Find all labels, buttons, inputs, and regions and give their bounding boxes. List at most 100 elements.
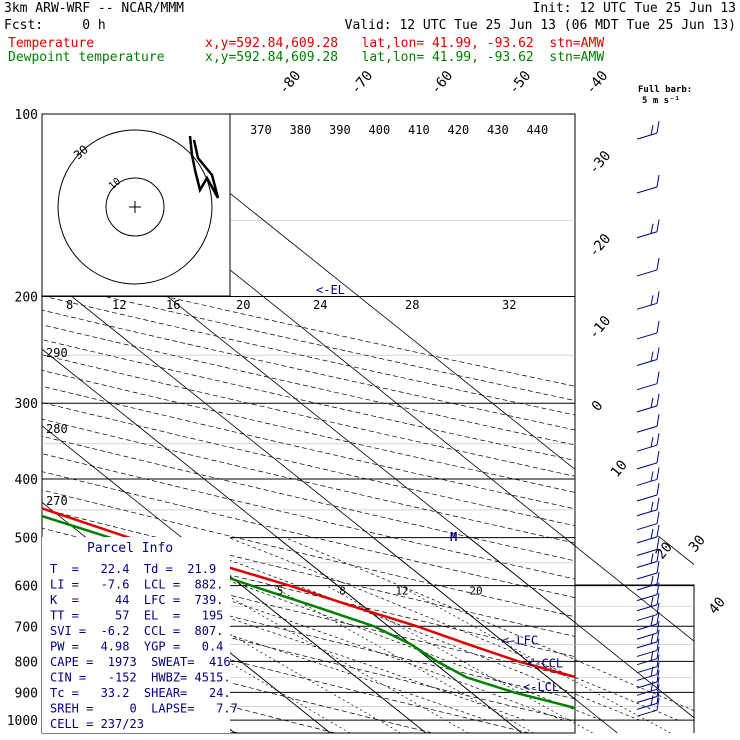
hodograph-speed-label-20: 20 xyxy=(236,298,250,312)
isotherm-50 xyxy=(130,114,575,470)
parcel-info-background xyxy=(42,537,230,733)
isotherm-label--40: -40 xyxy=(583,68,612,98)
wind-barb-half xyxy=(650,295,654,306)
isotherm-ext-30 xyxy=(466,536,694,719)
isotherm-label--60: -60 xyxy=(428,68,457,98)
parcel-info-row: PW = 4.98 YGP = 0.4 xyxy=(50,640,223,654)
hodograph-ring-inner xyxy=(105,177,165,237)
forecast-hour: Fcst: 0 h xyxy=(4,18,106,33)
isotherm-ext--40 xyxy=(42,731,44,733)
wind-barb-835 xyxy=(636,654,660,674)
wind-barb-staff xyxy=(636,649,658,657)
wind-barb-staff xyxy=(636,462,658,470)
wind-barb-585 xyxy=(636,560,660,580)
isotherm-0 xyxy=(42,425,427,733)
mixing-ratio-line-5 xyxy=(209,585,469,733)
wind-barb-735 xyxy=(636,621,660,640)
isotherm-ext-40 xyxy=(561,536,694,642)
wind-barb-staff xyxy=(636,302,658,310)
wind-barb-flag xyxy=(656,414,660,427)
parcel-info-row: SVI = -6.2 CCL = 807. xyxy=(50,624,223,638)
wind-barb-staff xyxy=(636,269,658,277)
wind-barb-staff xyxy=(636,604,658,612)
wind-barb-staff xyxy=(636,405,658,413)
barb-units: 5 m s⁻¹ xyxy=(642,96,680,106)
wind-barb-560 xyxy=(636,549,660,568)
wind-barb-half xyxy=(650,397,654,408)
wind-barb-flag xyxy=(656,654,660,667)
wind-barb-half xyxy=(650,528,654,539)
wind-barb-half xyxy=(650,501,654,512)
wind-barb-flag xyxy=(656,433,660,446)
wind-barb-flag xyxy=(656,371,660,384)
wind-barb-785 xyxy=(636,638,660,657)
dry-adiabat-480 xyxy=(42,267,575,387)
wind-barb-360 xyxy=(636,433,660,452)
mixing-ratio-label-8: 8 xyxy=(339,584,346,597)
mixing-ratio-label-20: 20 xyxy=(469,584,482,597)
wind-barb-half xyxy=(650,437,654,448)
wind-barb-885 xyxy=(636,669,660,689)
wind-barb-staff xyxy=(636,632,658,640)
wind-barb-staff xyxy=(636,332,658,340)
wind-barb-110 xyxy=(636,121,660,140)
wind-barb-flag xyxy=(656,174,660,188)
wind-barb-flag xyxy=(656,560,660,574)
dry-adiabat-350 xyxy=(42,471,575,599)
wind-barb-185 xyxy=(636,257,660,277)
wind-barb-260 xyxy=(636,347,660,367)
wind-barb-flag xyxy=(656,698,660,711)
pressure-label-300: 300 xyxy=(15,397,38,412)
wind-barb-staff xyxy=(636,702,658,710)
wind-barb-staff xyxy=(636,478,658,486)
isotherm-20 xyxy=(42,272,575,700)
wind-barb-flag xyxy=(656,482,660,496)
dry-adiabat-290 xyxy=(42,589,575,722)
wind-barb-half xyxy=(650,471,654,482)
valid-time: Valid: 12 UTC Tue 25 Jun 13 (06 MDT Tue … xyxy=(344,18,736,33)
hodograph-speed-label-12: 12 xyxy=(112,298,126,312)
wind-barb-235 xyxy=(636,320,660,340)
wind-barb-760 xyxy=(636,629,660,649)
mixing-ratio-line-8 xyxy=(271,585,534,733)
wind-barb-660 xyxy=(636,592,660,612)
pressure-label-400: 400 xyxy=(15,473,38,488)
pressure-label-200: 200 xyxy=(15,290,38,305)
wind-barb-310 xyxy=(636,393,660,413)
wind-barb-staff xyxy=(636,494,658,502)
isotherm-label-40: 40 xyxy=(706,594,729,617)
hodograph-ring-outer xyxy=(57,129,213,285)
wind-barb-staff xyxy=(636,572,658,580)
wind-barb-staff xyxy=(636,444,658,452)
dry-adiabat-450 xyxy=(42,309,575,431)
wind-barb-flag xyxy=(656,662,660,675)
parcel-info-box: Parcel Info T = 22.4 Td = 21.9 LI = -7.6 L… xyxy=(42,537,238,733)
wind-barb-flag xyxy=(656,219,660,232)
wind-barb-385 xyxy=(636,450,660,470)
parcel-info-row: TT = 57 EL = 195 xyxy=(50,609,223,623)
wind-barb-staff xyxy=(636,623,658,631)
isotherm-label--80: -80 xyxy=(276,68,305,98)
wind-barb-flag xyxy=(656,121,660,134)
wind-barb-half xyxy=(650,633,654,645)
theta-label-370: 370 xyxy=(250,123,272,137)
wind-barb-flag xyxy=(656,320,660,334)
wind-barb-160 xyxy=(636,219,660,239)
pressure-label-700: 700 xyxy=(15,620,38,635)
isotherm-label--70: -70 xyxy=(348,68,377,98)
hodograph-trace xyxy=(188,135,220,199)
dry-adiabat-340 xyxy=(42,489,575,618)
wind-barb-staff xyxy=(636,641,658,649)
theta-left-label-280: 280 xyxy=(46,422,68,436)
wind-barb-510 xyxy=(636,524,660,544)
model-title: 3km ARW-WRF -- NCAR/MMM xyxy=(4,1,185,16)
parcel-info-row: T = 22.4 Td = 21.9 xyxy=(50,562,216,576)
theta-left-label-270: 270 xyxy=(46,494,68,508)
parcel-info-row: Tc = 33.2 SHEAR= 24. xyxy=(50,686,231,700)
isotherm-label-30: 30 xyxy=(686,532,709,555)
wind-barb-half xyxy=(650,351,654,362)
moist-adiabat-20 xyxy=(104,537,602,721)
wind-barb-435 xyxy=(636,482,660,502)
pressure-label-800: 800 xyxy=(15,655,38,670)
